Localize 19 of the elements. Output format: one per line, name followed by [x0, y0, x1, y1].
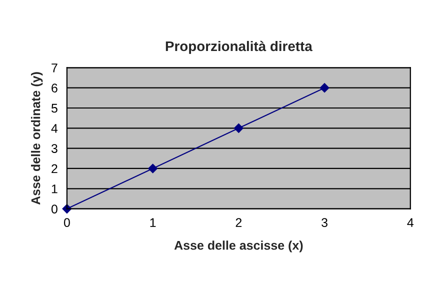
- y-tick-label: 1: [52, 184, 58, 194]
- y-tick-label: 4: [51, 124, 58, 133]
- y-tick-label: 3: [51, 144, 58, 153]
- y-axis-title: Asse delle ordinate (y): [30, 72, 43, 205]
- y-tick-label: 0: [51, 204, 58, 214]
- x-tick-label: 3: [322, 218, 328, 228]
- x-tick-label: 1: [150, 218, 156, 227]
- chart-title: Proporzionalità diretta: [166, 40, 312, 54]
- point: [234, 124, 244, 133]
- y-tick-label: 6: [52, 84, 58, 92]
- point: [148, 164, 158, 174]
- x-tick-label: 4: [407, 218, 414, 227]
- y-tick-label: 5: [51, 104, 58, 113]
- x-tick-label: 0: [64, 218, 70, 228]
- y-tick-label: 7: [52, 64, 58, 72]
- x-axis-title: Asse delle ascisse (x): [174, 240, 303, 252]
- y-tick-label: 2: [52, 164, 58, 174]
- x-tick-label: 2: [236, 218, 242, 227]
- point: [320, 83, 330, 92]
